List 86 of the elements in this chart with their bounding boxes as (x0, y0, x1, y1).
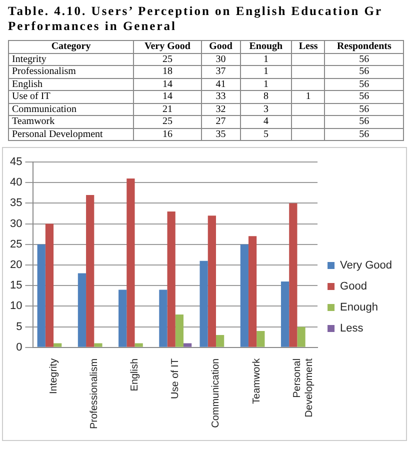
bar (289, 203, 298, 347)
bar (118, 290, 127, 347)
x-tick-label: Teamwork (251, 357, 262, 404)
bar (94, 343, 102, 347)
category-label: Use of IT (8, 90, 134, 103)
data-label: 8 (240, 90, 292, 103)
bar (208, 216, 216, 347)
category-label: Personal Development (8, 128, 134, 140)
bar (240, 244, 248, 347)
bar (167, 211, 176, 347)
data-label: 56 (324, 66, 404, 78)
text: Table. 4.10. Users’ Perception on English Education Gr Performances in General (8, 4, 384, 34)
y-tick-label: 30 (10, 218, 22, 230)
bar (175, 314, 184, 347)
category-label: Teamwork (8, 116, 134, 128)
data-label: 56 (324, 90, 404, 103)
data-label: 1 (240, 78, 292, 90)
data-label: 21 (134, 103, 202, 116)
data-label: 41 (201, 78, 240, 90)
x-tick-label: English (130, 358, 141, 392)
text: Very Good (134, 40, 202, 53)
bar (134, 343, 143, 347)
legend-label: Respondents (324, 40, 404, 53)
y-tick-label: 5 (16, 320, 22, 333)
y-tick-label: 35 (10, 197, 22, 210)
data-label: 27 (201, 116, 240, 128)
legend-label: Very Good (340, 260, 392, 272)
bar (86, 194, 94, 347)
data-label: 33 (201, 90, 240, 103)
bar (184, 343, 192, 347)
data-label: 35 (201, 128, 240, 140)
data-label: 37 (201, 66, 240, 78)
data-label: 14 (134, 90, 202, 103)
bar (248, 236, 257, 347)
data-label: 56 (324, 128, 404, 140)
data-label: 56 (324, 116, 404, 128)
data-label: 1 (240, 66, 292, 78)
bar (54, 343, 62, 347)
text: Less (292, 40, 325, 53)
data-label: 5 (240, 128, 292, 140)
data-label: 25 (134, 116, 202, 128)
x-tick-label: Use of IT (170, 358, 182, 399)
bar (126, 178, 135, 347)
category-label: English (8, 78, 134, 90)
bar (216, 335, 224, 347)
data-label: 1 (292, 90, 325, 103)
bar (280, 281, 290, 347)
bar (159, 290, 168, 347)
bar (37, 244, 46, 347)
x-tick-label: Personal Development (292, 358, 315, 418)
data-label: 1 (240, 53, 292, 66)
bar (297, 326, 306, 347)
y-tick-label: 25 (10, 238, 22, 250)
legend-label: Good (340, 280, 367, 293)
data-label: 18 (134, 66, 202, 78)
x-tick-label: Integrity (48, 358, 60, 394)
legend-label: Enough (340, 302, 378, 314)
data-label: 56 (324, 78, 404, 90)
bar (256, 330, 265, 347)
legend-label: Less (340, 322, 364, 335)
y-tick-label: 0 (16, 341, 22, 354)
legend-label: Enough (240, 40, 292, 53)
data-label: 30 (201, 53, 240, 66)
category-label: Integrity (8, 53, 134, 66)
y-tick-label: 20 (10, 259, 22, 272)
y-tick-label: 45 (10, 156, 22, 168)
y-tick-label: 15 (10, 280, 22, 292)
y-tick-label: 40 (10, 176, 22, 189)
data-label: 25 (134, 53, 202, 66)
x-tick-label: Professionalism (88, 358, 100, 430)
data-label: 56 (324, 53, 404, 66)
text: Good (201, 40, 240, 53)
data-label: 3 (240, 103, 292, 116)
y-tick-label: 10 (10, 300, 22, 312)
category-label: Professionalism (8, 66, 134, 78)
data-label: 14 (134, 78, 202, 90)
data-label: 16 (134, 128, 202, 140)
data-label: 56 (324, 103, 404, 116)
data-label: 32 (201, 103, 240, 116)
data-label: 4 (240, 116, 292, 128)
bar (45, 224, 54, 347)
category-label: Communication (8, 103, 134, 116)
text: Category (8, 40, 134, 53)
bar (78, 273, 86, 347)
bar (200, 260, 208, 347)
x-tick-label: Communication (210, 358, 222, 428)
